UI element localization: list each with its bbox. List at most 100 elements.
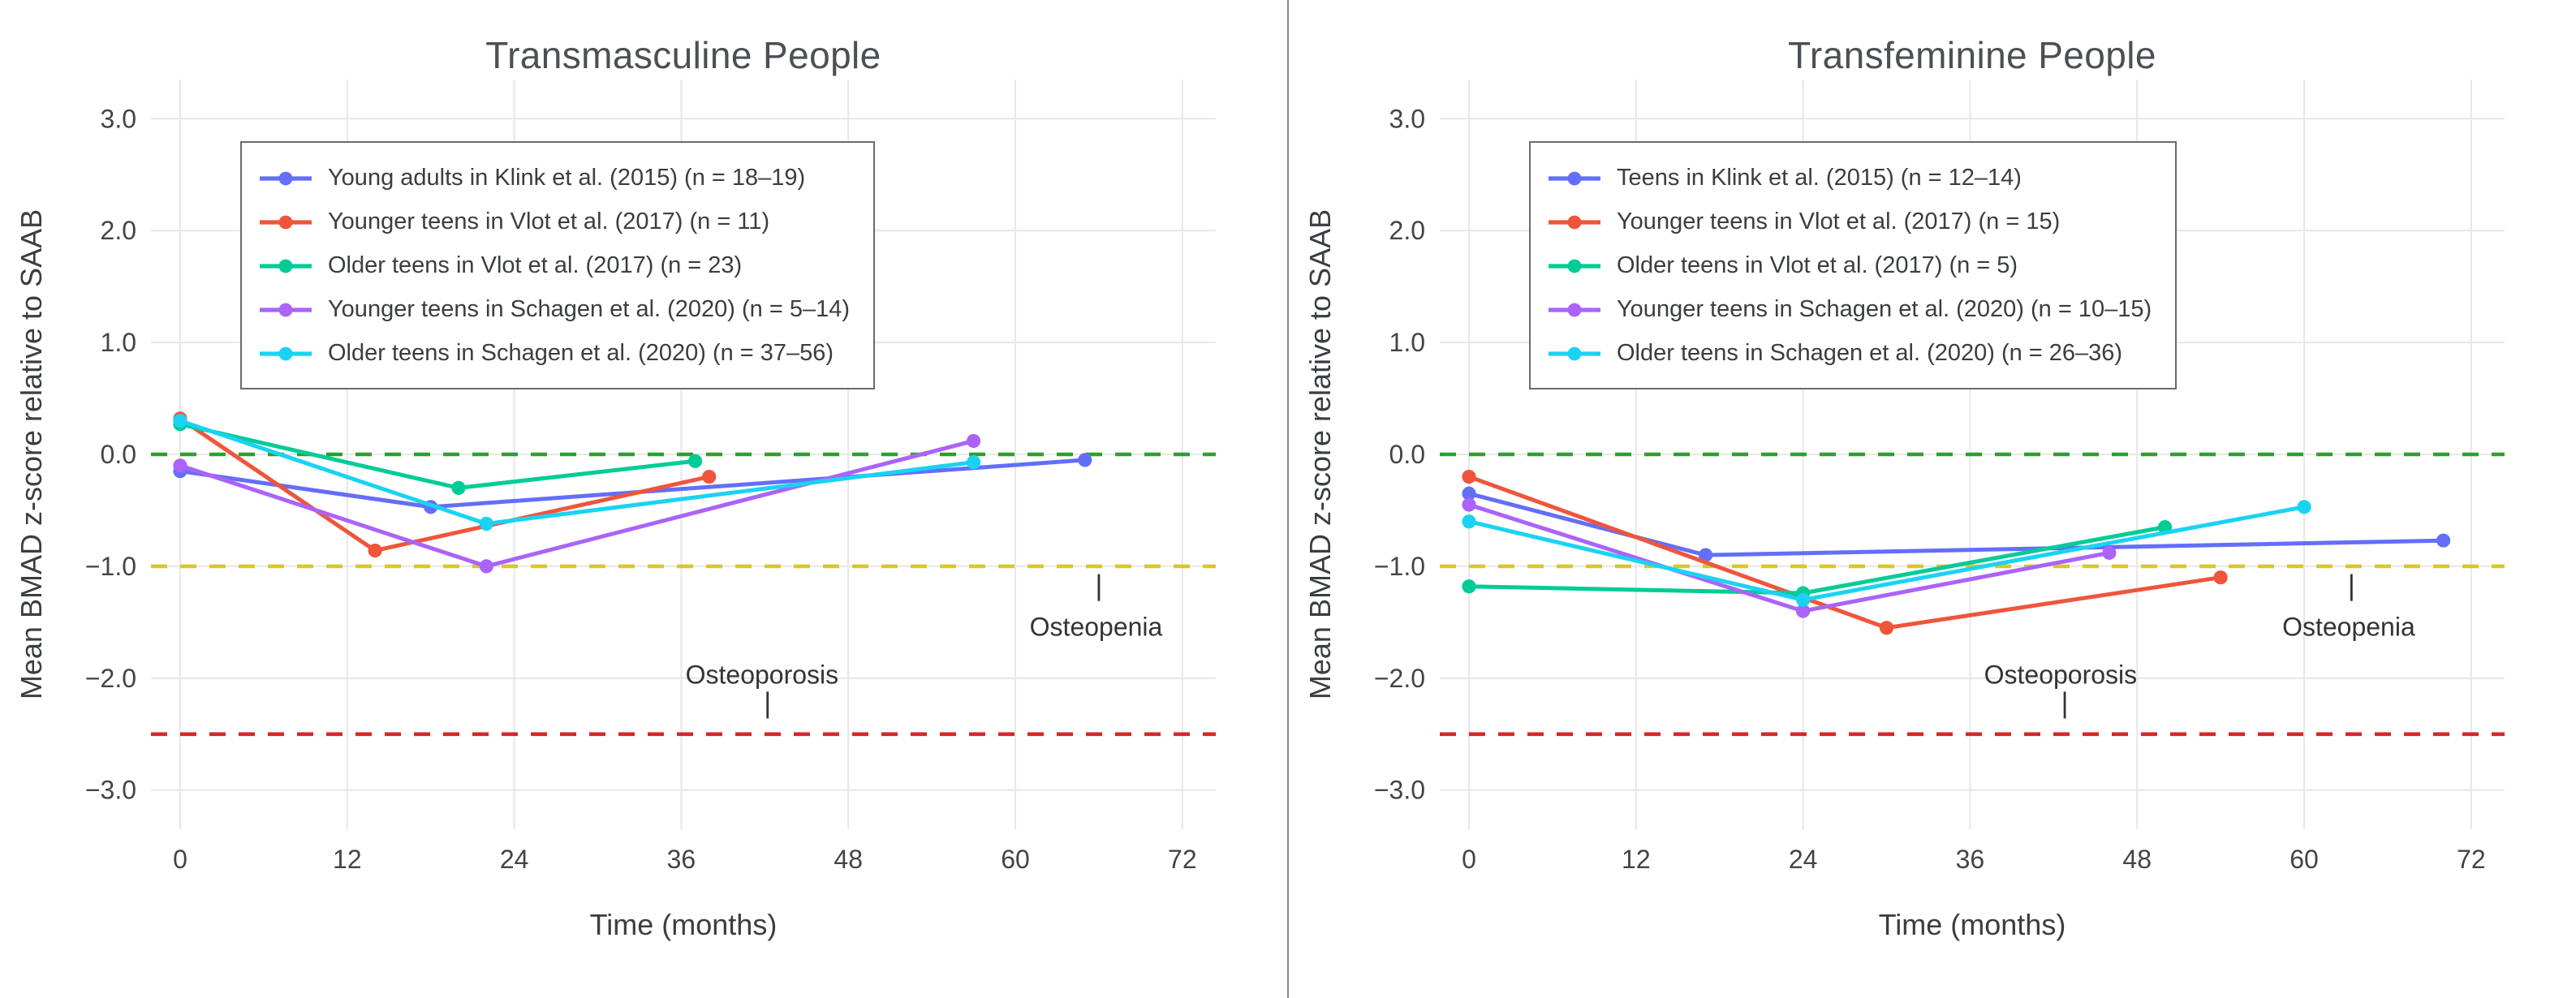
y-tick-label: 1.0 xyxy=(101,328,136,357)
x-tick-label: 72 xyxy=(1168,845,1197,874)
data-point xyxy=(1698,548,1713,562)
x-tick-label: 12 xyxy=(1622,845,1651,874)
y-tick-label: 1.0 xyxy=(1389,328,1425,357)
legend-marker xyxy=(278,170,293,185)
legend-item: Younger teens in Schagen et al. (2020) (… xyxy=(1547,287,2152,331)
x-tick-label: 24 xyxy=(500,845,529,874)
series-line xyxy=(1467,491,2446,557)
legend-line-marker-icon xyxy=(1549,258,1600,273)
legend-item: Younger teens in Vlot et al. (2017) (n =… xyxy=(258,200,850,243)
legend-marker xyxy=(278,346,293,360)
legend-label: Younger teens in Vlot et al. (2017) (n =… xyxy=(328,209,770,234)
x-tick-label: 36 xyxy=(667,845,696,874)
legend-marker xyxy=(1567,170,1582,185)
legend-line-marker-icon xyxy=(1549,346,1600,360)
data-point xyxy=(966,433,981,449)
x-tick-label: 0 xyxy=(1462,845,1476,874)
x-tick-label: 60 xyxy=(2290,845,2319,874)
legend-marker xyxy=(1567,346,1582,360)
chart-title: Transfeminine People xyxy=(1788,34,2156,76)
y-tick-label: −3.0 xyxy=(1374,776,1425,805)
legend-label: Older teens in Schagen et al. (2020) (n … xyxy=(328,340,834,366)
legend-item: Young adults in Klink et al. (2015) (n =… xyxy=(258,156,850,200)
y-tick-label: −2.0 xyxy=(1374,664,1425,693)
data-point xyxy=(173,458,187,473)
chart-panel-transmasculine: Transmasculine People Mean BMAD z-score … xyxy=(0,0,1287,998)
data-point xyxy=(1462,497,1476,512)
x-tick-label: 48 xyxy=(834,845,863,874)
osteopenia-label: Osteopenia xyxy=(2282,612,2415,641)
legend-line-marker-icon xyxy=(1549,214,1600,229)
legend-label: Older teens in Schagen et al. (2020) (n … xyxy=(1617,340,2123,366)
series-line xyxy=(178,422,698,490)
data-point xyxy=(1879,621,1894,635)
y-tick-label: −3.0 xyxy=(85,776,136,805)
y-tick-label: 3.0 xyxy=(1389,104,1425,133)
osteopenia-label: Osteopenia xyxy=(1030,612,1163,641)
y-tick-label: 2.0 xyxy=(101,216,136,245)
data-point xyxy=(479,516,493,531)
osteoporosis-label: Osteoporosis xyxy=(1984,660,2138,690)
legend-item: Younger teens in Vlot et al. (2017) (n =… xyxy=(1547,200,2152,243)
x-tick-label: 60 xyxy=(1001,845,1030,874)
data-point xyxy=(2213,570,2228,585)
data-point xyxy=(2102,545,2117,560)
legend-item: Older teens in Vlot et al. (2017) (n = 5… xyxy=(1547,243,2152,287)
legend-item: Older teens in Schagen et al. (2020) (n … xyxy=(258,331,850,375)
x-tick-label: 24 xyxy=(1789,845,1818,874)
data-point xyxy=(1462,579,1476,594)
legend-label: Teens in Klink et al. (2015) (n = 12–14) xyxy=(1617,165,2022,191)
data-point xyxy=(368,544,382,558)
data-point xyxy=(1796,604,1811,618)
data-point xyxy=(479,559,493,574)
legend-item: Younger teens in Schagen et al. (2020) (… xyxy=(258,287,850,331)
plot-area: 3.0 2.0 1.0 0.0 −1.0 −2.0 −3.0 0 12 24 36 48 60 72 Ost… xyxy=(1374,80,2505,874)
legend-label: Older teens in Vlot et al. (2017) (n = 2… xyxy=(328,252,743,278)
legend: Young adults in Klink et al. (2015) (n =… xyxy=(240,141,875,389)
data-point xyxy=(451,480,466,495)
data-point xyxy=(2436,533,2451,548)
legend-marker xyxy=(278,214,293,229)
y-tick-label: 2.0 xyxy=(1389,216,1425,245)
panel-divider xyxy=(1286,0,1289,998)
x-tick-label: 72 xyxy=(2457,845,2486,874)
legend-marker xyxy=(278,258,293,273)
y-tick-label: 0.0 xyxy=(1389,440,1425,469)
legend-line-marker-icon xyxy=(260,258,312,273)
legend-label: Older teens in Vlot et al. (2017) (n = 5… xyxy=(1617,252,2018,278)
data-point xyxy=(1462,514,1476,529)
legend-line-marker-icon xyxy=(260,214,312,229)
legend-marker xyxy=(1567,214,1582,229)
y-tick-label: −1.0 xyxy=(1374,552,1425,581)
legend-item: Older teens in Vlot et al. (2017) (n = 2… xyxy=(258,243,850,287)
x-axis-title: Time (months) xyxy=(1878,909,2066,941)
data-point xyxy=(2297,500,2311,514)
legend-line-marker-icon xyxy=(1549,170,1600,185)
data-point xyxy=(1796,592,1811,607)
y-tick-label: 3.0 xyxy=(101,104,136,133)
legend-label: Young adults in Klink et al. (2015) (n =… xyxy=(328,165,806,191)
data-point xyxy=(1462,469,1476,484)
data-point xyxy=(702,469,717,484)
x-tick-label: 48 xyxy=(2122,845,2152,874)
legend-marker xyxy=(278,302,293,316)
legend-marker xyxy=(1567,258,1582,273)
chart-panel-transfeminine: Transfeminine People Mean BMAD z-score r… xyxy=(1289,0,2576,998)
legend: Teens in Klink et al. (2015) (n = 12–14)… xyxy=(1529,141,2177,389)
chart-title: Transmasculine People xyxy=(485,34,881,76)
y-tick-label: 0.0 xyxy=(101,440,136,469)
data-point xyxy=(1462,486,1476,501)
data-point xyxy=(687,454,703,468)
data-point xyxy=(966,455,981,470)
data-point xyxy=(173,414,187,428)
x-tick-label: 36 xyxy=(1956,845,1985,874)
legend-label: Younger teens in Vlot et al. (2017) (n =… xyxy=(1617,209,2061,234)
legend-label: Younger teens in Schagen et al. (2020) (… xyxy=(328,296,851,322)
osteoporosis-label: Osteoporosis xyxy=(686,660,839,690)
x-axis-title: Time (months) xyxy=(589,909,778,941)
data-point xyxy=(1078,453,1092,467)
legend-line-marker-icon xyxy=(260,170,312,185)
legend-line-marker-icon xyxy=(260,302,312,316)
y-tick-label: −2.0 xyxy=(85,664,136,693)
